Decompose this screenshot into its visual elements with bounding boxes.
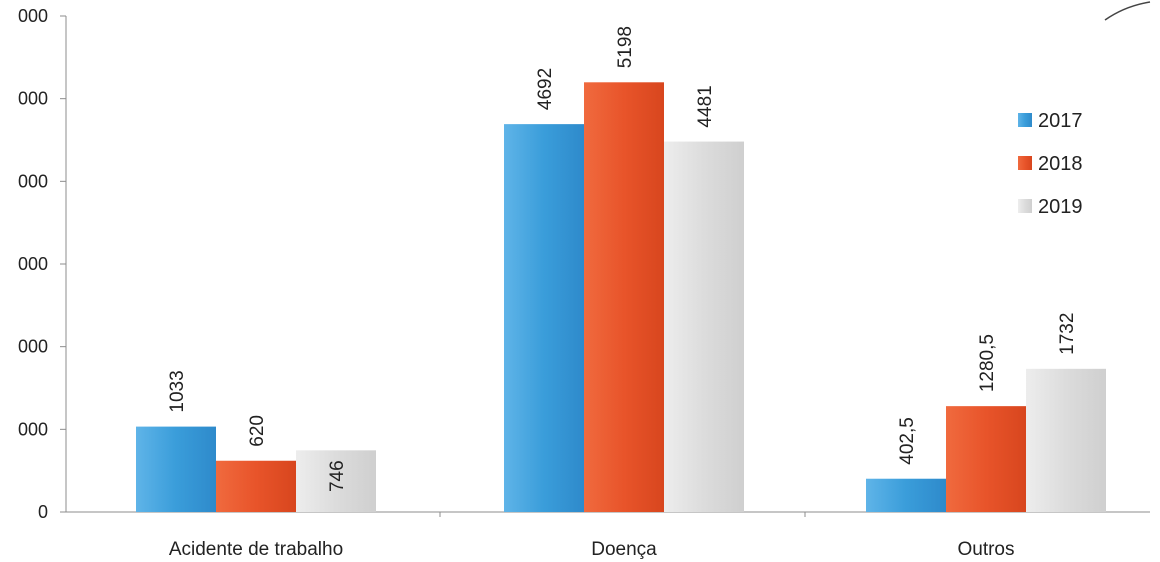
data-label: 4692 (535, 68, 556, 110)
legend-label: 2018 (1038, 153, 1083, 175)
legend-swatch (1018, 156, 1032, 170)
y-tick-label: 000 (18, 6, 48, 26)
x-tick-label: Acidente de trabalho (169, 539, 343, 560)
corner-mark (1104, 1, 1151, 21)
legend-label: 2019 (1038, 196, 1083, 218)
bar (1026, 368, 1106, 512)
data-label: 1732 (1057, 313, 1078, 355)
bar (664, 141, 744, 512)
data-label: 1280,5 (977, 334, 998, 392)
bar (584, 82, 664, 512)
data-label: 746 (327, 460, 348, 492)
bar (866, 478, 946, 512)
data-labels: 1033 620 746 4692 5198 4481 402,5 1280,5 1732 (167, 26, 1078, 492)
bar (504, 124, 584, 513)
data-label: 402,5 (897, 417, 918, 465)
x-tick-label: Outros (957, 539, 1014, 560)
bar (296, 450, 376, 512)
bar (946, 406, 1026, 512)
legend-swatch (1018, 199, 1032, 213)
bars (136, 82, 1106, 513)
legend-swatch (1018, 113, 1032, 127)
data-label: 5198 (615, 26, 636, 68)
bar (136, 426, 216, 512)
legend-label: 2017 (1038, 110, 1083, 132)
bar (216, 460, 296, 512)
x-tick-label: Doença (591, 539, 657, 560)
legend: 2017 2018 2019 (1018, 110, 1083, 218)
y-tick-label: 000 (18, 254, 48, 274)
data-label: 620 (247, 415, 268, 447)
y-tick-label: 0 (38, 502, 48, 522)
data-label: 1033 (167, 370, 188, 412)
y-tick-label: 000 (18, 89, 48, 109)
y-tick-label: 000 (18, 337, 48, 357)
y-tick-label: 000 (18, 171, 48, 191)
data-label: 4481 (695, 85, 716, 127)
y-tick-label: 000 (18, 419, 48, 439)
